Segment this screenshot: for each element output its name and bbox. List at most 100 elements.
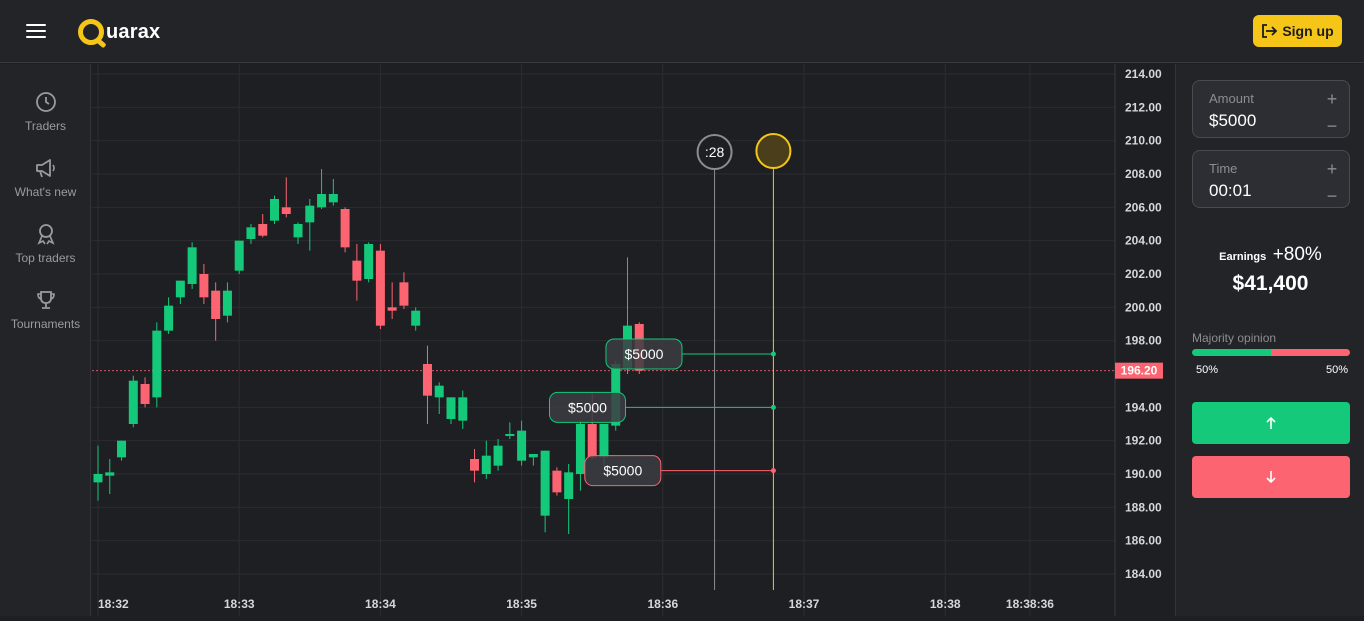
timer-label: :28: [705, 144, 725, 160]
candle-body: [140, 384, 150, 404]
candle: [258, 214, 268, 238]
majority-up-fill: [1192, 349, 1271, 356]
candle: [270, 195, 279, 224]
hamburger-menu-icon[interactable]: [26, 24, 46, 38]
candle: [446, 397, 456, 424]
x-tick-label: 18:36: [647, 597, 678, 611]
y-tick-label: 208.00: [1125, 167, 1162, 181]
trade-up-button[interactable]: [1192, 402, 1350, 444]
candle: [364, 242, 374, 283]
candle-body: [293, 224, 303, 238]
y-tick-label: 188.00: [1125, 500, 1162, 514]
trade-amount-label: $5000: [568, 399, 607, 415]
candle: [222, 282, 232, 323]
candle: [128, 375, 138, 428]
candle: [470, 449, 480, 483]
candle: [540, 450, 550, 533]
x-tick-label: 18:38: [930, 597, 961, 611]
majority-opinion-bar: [1192, 349, 1350, 356]
candle: [528, 454, 538, 466]
candle: [117, 440, 127, 461]
candle-body: [152, 330, 162, 398]
candle-body: [199, 274, 209, 298]
sign-in-icon: [1262, 24, 1278, 38]
x-tick-label: 18:33: [224, 597, 255, 611]
candle-body: [552, 470, 562, 493]
candle-body: [117, 440, 127, 458]
candle: [481, 440, 491, 479]
logo-text: uarax: [106, 20, 161, 43]
candle: [164, 297, 174, 334]
y-tick-label: 184.00: [1125, 567, 1162, 581]
trade-endpoint: [770, 404, 776, 410]
candle-body: [128, 380, 138, 424]
candle: [93, 445, 103, 501]
sidebar-item-whats-new[interactable]: What's new: [0, 157, 91, 199]
trade-amount-label: $5000: [625, 346, 664, 362]
candle-body: [222, 290, 232, 316]
trade-down-button[interactable]: [1192, 456, 1350, 498]
candle: [517, 420, 527, 466]
amount-field[interactable]: Amount $5000 + −: [1192, 80, 1350, 138]
candle-body: [411, 310, 421, 326]
sidebar-item-tournaments[interactable]: Tournaments: [0, 289, 91, 331]
candle-body: [481, 455, 491, 474]
candle-body: [281, 207, 291, 214]
sidebar-item-label: Tournaments: [10, 317, 81, 331]
logo[interactable]: uarax: [78, 18, 160, 46]
price-chart[interactable]: :28 $5000 $5000 $5000 214.00 212.00 210.00 208.…: [92, 64, 1174, 616]
time-minus-icon[interactable]: −: [1326, 186, 1338, 206]
candle-body: [258, 224, 268, 236]
candle-body: [446, 397, 456, 419]
candle: [234, 240, 244, 274]
candle-body: [575, 424, 585, 474]
sign-up-label: Sign up: [1282, 23, 1334, 39]
y-tick-label: 212.00: [1125, 100, 1162, 114]
trade-badge: [584, 455, 662, 487]
candle: [199, 264, 209, 304]
arrow-up-icon: [1266, 416, 1276, 429]
x-tick-label: 18:34: [365, 597, 396, 611]
earnings-value: $41,400: [1232, 272, 1309, 295]
expiry-circle: [755, 133, 792, 169]
y-tick-label: 214.00: [1125, 67, 1162, 81]
time-value[interactable]: 00:01: [1209, 181, 1252, 200]
amount-minus-icon[interactable]: −: [1326, 116, 1338, 136]
y-tick-label: 206.00: [1125, 200, 1162, 214]
candle-body: [93, 474, 103, 483]
amount-plus-icon[interactable]: +: [1326, 89, 1338, 109]
sidebar-item-top-traders[interactable]: Top traders: [0, 223, 91, 265]
trade-badge: [605, 338, 683, 370]
candle: [281, 177, 291, 218]
y-tick-label: 198.00: [1125, 334, 1162, 348]
amount-value[interactable]: $5000: [1209, 111, 1257, 130]
arrow-down-icon: [1266, 471, 1276, 484]
chart-canvas[interactable]: :28 $5000 $5000 $5000 214.00 212.00 210.00 208.…: [92, 64, 1174, 616]
candle: [211, 282, 221, 341]
current-price-badge: [1115, 362, 1163, 379]
sidebar-item-traders[interactable]: Traders: [0, 91, 91, 133]
candle-body: [505, 434, 515, 436]
candle-body: [387, 307, 397, 311]
candle-body: [175, 280, 185, 298]
time-plus-icon[interactable]: +: [1326, 159, 1338, 179]
y-tick-label: 192.00: [1125, 434, 1162, 448]
majority-down-fill: [1271, 349, 1350, 356]
candle-body: [246, 227, 256, 239]
candle: [352, 244, 362, 301]
timer-circle: [696, 134, 733, 170]
candle: [340, 207, 350, 253]
time-field[interactable]: Time 00:01 + −: [1192, 150, 1350, 208]
candle-body: [470, 459, 480, 471]
trophy-icon: [36, 291, 55, 309]
candle-body: [234, 240, 244, 271]
candle-body: [270, 199, 279, 221]
candle: [293, 222, 303, 244]
trade-endpoint: [770, 351, 776, 357]
candle: [328, 179, 338, 206]
sign-up-button[interactable]: Sign up: [1253, 15, 1342, 47]
y-tick-label: 194.00: [1125, 400, 1162, 414]
y-tick-label: 210.00: [1125, 134, 1162, 148]
y-tick-label: 204.00: [1125, 234, 1162, 248]
top-bar: uarax Sign up: [0, 0, 1364, 63]
